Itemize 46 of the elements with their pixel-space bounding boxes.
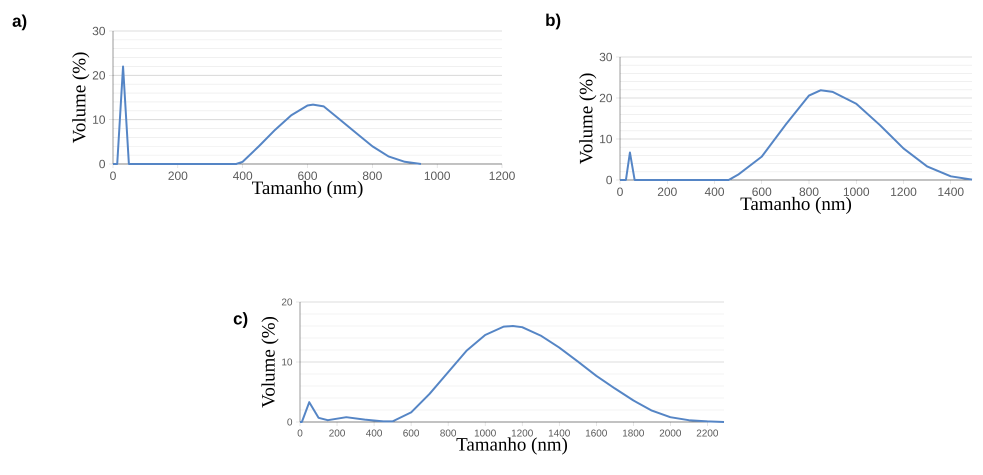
x-tick-label: 600 bbox=[298, 172, 318, 180]
x-tick-label: 1000 bbox=[844, 188, 870, 196]
x-tick-label: 1200 bbox=[512, 430, 533, 437]
x-tick-label: 0 bbox=[110, 172, 116, 180]
x-tick-label: 1000 bbox=[474, 430, 496, 437]
x-tick-label: 1200 bbox=[891, 188, 916, 196]
x-axis-title: Tamanho (nm) bbox=[252, 180, 363, 198]
chart-title: b) bbox=[546, 14, 560, 30]
chart-title: a) bbox=[12, 14, 26, 30]
x-tick-label: 1400 bbox=[548, 430, 570, 437]
y-tick-label: 0 bbox=[99, 160, 106, 168]
x-axis-title: Tamanho (nm) bbox=[456, 437, 568, 455]
y-tick-label: 20 bbox=[600, 94, 612, 102]
y-axis-title: Volume (%) bbox=[261, 317, 279, 408]
x-tick-label: 1400 bbox=[938, 188, 964, 196]
x-tick-label: 600 bbox=[752, 188, 772, 196]
x-tick-label: 400 bbox=[232, 172, 252, 180]
x-tick-label: 2000 bbox=[660, 430, 682, 437]
x-tick-label: 800 bbox=[800, 188, 819, 196]
y-tick-label: 20 bbox=[282, 298, 292, 306]
y-tick-label: 0 bbox=[287, 418, 292, 426]
x-tick-label: 800 bbox=[362, 172, 382, 180]
y-tick-label: 30 bbox=[600, 52, 612, 62]
x-tick-label: 2200 bbox=[696, 430, 718, 437]
x-tick-label: 200 bbox=[329, 430, 345, 437]
y-tick-label: 30 bbox=[92, 26, 106, 36]
text: c) bbox=[234, 312, 248, 328]
x-tick-label: 1800 bbox=[622, 430, 644, 437]
x-tick-label: 200 bbox=[168, 172, 188, 180]
y-axis-title: Volume (%) bbox=[579, 74, 596, 164]
x-tick-label: 600 bbox=[403, 430, 420, 437]
x-tick-label: 0 bbox=[298, 430, 302, 437]
x-tick-label: 200 bbox=[658, 188, 677, 196]
y-tick-label: 10 bbox=[600, 134, 612, 144]
x-tick-label: 400 bbox=[704, 188, 724, 196]
x-tick-label: 800 bbox=[440, 430, 456, 437]
y-axis-title: Volume (%) bbox=[72, 52, 90, 144]
x-axis-title: Tamanho (nm) bbox=[740, 196, 852, 214]
y-tick-label: 20 bbox=[92, 71, 106, 80]
y-tick-label: 10 bbox=[282, 358, 292, 366]
x-tick-label: 400 bbox=[366, 430, 382, 437]
x-tick-label: 1600 bbox=[586, 430, 607, 437]
x-tick-label: 0 bbox=[617, 188, 623, 196]
x-tick-label: 1200 bbox=[490, 172, 515, 180]
x-tick-label: 1000 bbox=[424, 172, 450, 180]
y-tick-label: 10 bbox=[93, 115, 106, 124]
